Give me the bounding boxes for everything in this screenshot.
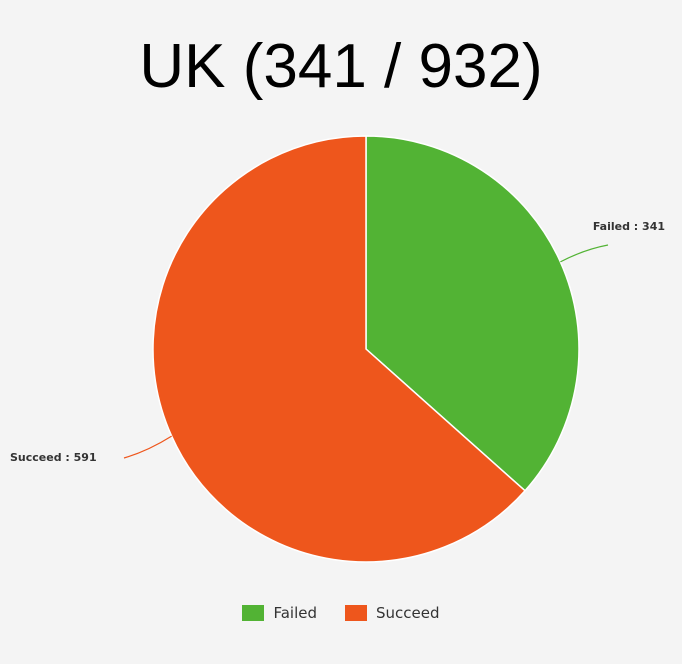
legend-item-failed[interactable]: Failed [242, 604, 317, 622]
chart-title: UK (341 / 932) [139, 32, 543, 101]
chart-legend: Failed Succeed [0, 604, 682, 622]
data-label-succeed: Succeed : 591 [10, 451, 97, 464]
legend-item-succeed[interactable]: Succeed [345, 604, 440, 622]
legend-swatch-succeed [345, 605, 367, 621]
legend-label-succeed: Succeed [376, 604, 440, 622]
connector-line-failed [560, 244, 609, 263]
connector-line-succeed [123, 435, 172, 459]
data-label-failed: Failed : 341 [593, 220, 665, 233]
pie-slice-failed[interactable] [365, 135, 580, 492]
legend-label-failed: Failed [273, 604, 317, 622]
legend-swatch-failed [242, 605, 265, 621]
pie-slice-succeed[interactable] [152, 135, 527, 563]
